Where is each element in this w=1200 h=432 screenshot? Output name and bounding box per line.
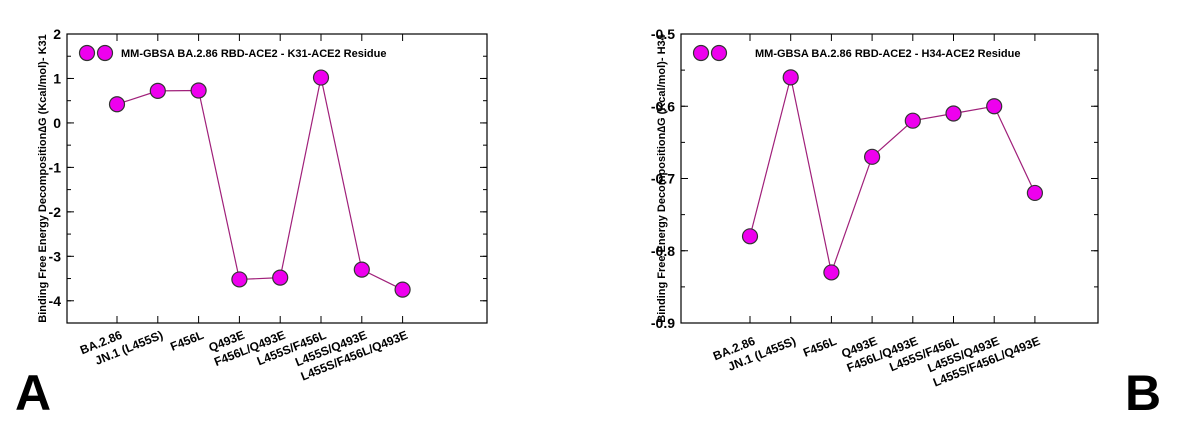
y-tick-label: -4 <box>49 293 62 309</box>
y-tick-label: -3 <box>49 248 62 264</box>
data-point <box>945 105 962 122</box>
y-axis-label: Binding Free Energy Decomposition∆G (Kca… <box>656 33 668 322</box>
data-point <box>986 98 1003 115</box>
legend-marker <box>710 44 728 62</box>
data-point <box>231 271 248 288</box>
plot-frame <box>680 33 1099 324</box>
y-tick-label: -0.8 <box>651 243 675 259</box>
panel-label: A <box>15 365 51 421</box>
legend-label: MM-GBSA BA.2.86 RBD-ACE2 - H34-ACE2 Resi… <box>755 48 1020 60</box>
data-point <box>394 281 411 298</box>
data-point <box>1026 184 1044 202</box>
series-line <box>116 77 403 291</box>
data-point <box>823 264 840 281</box>
legend-marker <box>96 44 114 62</box>
data-point <box>272 269 289 286</box>
y-tick-label: -0.9 <box>651 315 675 331</box>
y-tick-label: 2 <box>53 26 61 42</box>
legend-marker <box>692 44 710 62</box>
data-point <box>108 96 126 113</box>
y-axis-label: Binding Free Energy Decomposition∆G (Kca… <box>37 34 49 323</box>
data-point <box>904 112 921 129</box>
y-tick-label: -0.6 <box>651 98 675 114</box>
y-tick-label: -0.7 <box>651 171 675 187</box>
data-point <box>782 69 799 86</box>
y-tick-label: -0.5 <box>651 26 675 42</box>
data-point <box>312 69 330 86</box>
y-tick-label: -2 <box>49 204 62 220</box>
panel-label: B <box>1125 365 1161 421</box>
y-tick-label: -1 <box>49 159 62 175</box>
x-tick-label: F456L <box>801 334 838 360</box>
plot-frame <box>66 33 488 324</box>
data-point <box>190 82 207 99</box>
legend-marker <box>78 44 96 62</box>
data-point <box>863 148 881 165</box>
x-tick-label: F456L <box>168 328 205 354</box>
data-point <box>741 228 759 245</box>
data-point <box>353 261 370 278</box>
y-tick-label: 0 <box>53 115 61 131</box>
data-point <box>149 82 166 100</box>
y-tick-label: 1 <box>53 70 61 86</box>
legend-label: MM-GBSA BA.2.86 RBD-ACE2 - K31-ACE2 Resi… <box>121 48 386 60</box>
